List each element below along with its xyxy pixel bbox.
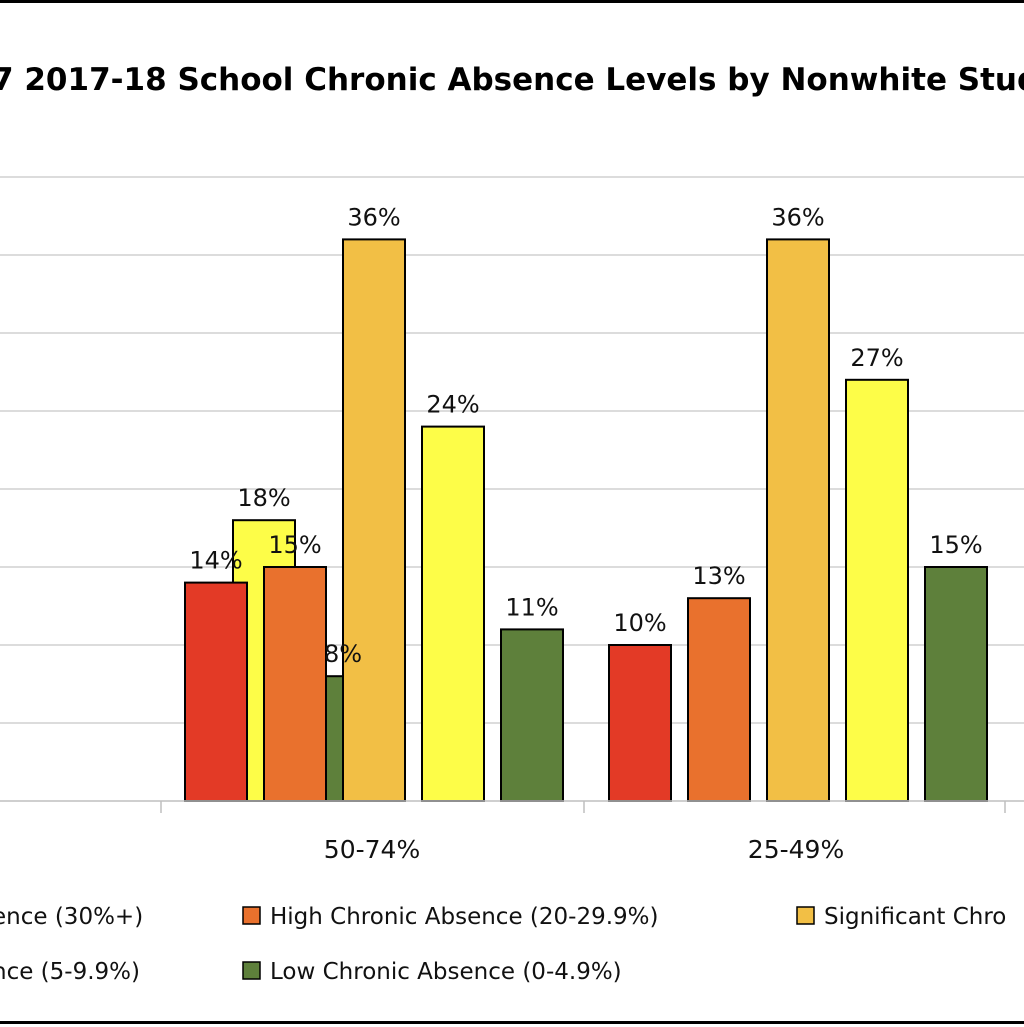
bar (608, 644, 672, 802)
legend-swatch (242, 906, 261, 925)
data-label: 11% (505, 593, 558, 621)
legend: ence (30%+) High Chronic Absence (20-29.9… (0, 904, 1006, 985)
legend-item: High Chronic Absence (20-29.9%) (242, 904, 658, 930)
bar (421, 425, 485, 802)
data-label: 18% (237, 484, 290, 512)
legend-swatch (242, 961, 261, 980)
bars (184, 238, 988, 803)
legend-label: Low Chronic Absence (0-4.9%) (270, 959, 622, 985)
data-labels: 18% 8% 14% 15% 36% 24% 11% 10% 13% 36% 27% 15% (189, 203, 982, 668)
legend-item: Low Chronic Absence (0-4.9%) (242, 959, 622, 985)
x-axis-ticks (160, 801, 1006, 813)
legend-label: ence (30%+) (0, 904, 143, 930)
chart-svg: 18% 8% 14% 15% 36% 24% 11% 10% 13% 36% 27% 15% 50-7… (0, 62, 1024, 985)
data-label: 24% (426, 391, 479, 419)
data-label: 15% (268, 531, 321, 559)
bar (687, 597, 751, 803)
category-label: 25-49% (748, 835, 844, 864)
category-labels: 50-74% 25-49% (324, 835, 844, 864)
data-label: 36% (771, 203, 824, 231)
bar (263, 566, 327, 802)
data-label: 14% (189, 547, 242, 575)
gridlines (0, 176, 1024, 724)
bar (184, 581, 248, 802)
legend-item: nce (5-9.9%) (0, 959, 140, 985)
legend-label: Significant Chro (824, 904, 1006, 930)
bar (500, 628, 564, 803)
data-label: 36% (347, 203, 400, 231)
bar (924, 566, 988, 802)
data-label: 10% (613, 609, 666, 637)
category-label: 50-74% (324, 835, 420, 864)
legend-item: ence (30%+) (0, 904, 143, 930)
bar (342, 238, 406, 802)
chart-title: 7 2017-18 School Chronic Absence Levels … (0, 62, 1024, 98)
data-label: 27% (850, 344, 903, 372)
legend-swatch (796, 906, 815, 925)
bar (766, 238, 830, 802)
bar (845, 378, 909, 802)
legend-label: nce (5-9.9%) (0, 959, 140, 985)
legend-item: Significant Chro (796, 904, 1006, 930)
data-label: 8% (324, 640, 362, 668)
legend-label: High Chronic Absence (20-29.9%) (270, 904, 658, 930)
data-label: 13% (692, 562, 745, 590)
data-label: 15% (929, 531, 982, 559)
